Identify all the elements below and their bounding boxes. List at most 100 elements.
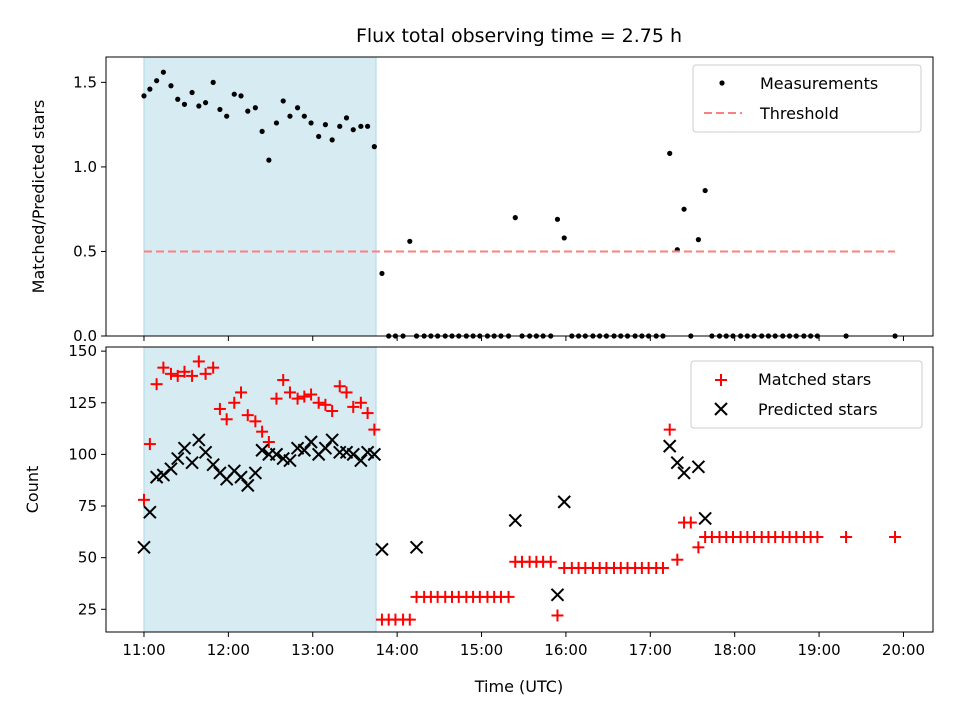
- x-tick-label: 16:00: [544, 641, 587, 659]
- predicted-stars-point: [283, 453, 297, 468]
- bottom-axes-frame: [105, 346, 934, 633]
- measurements-point: [238, 93, 244, 99]
- matched-stars-point: [347, 400, 360, 413]
- x-tick-label: 17:00: [629, 641, 672, 659]
- matched-stars-point: [502, 590, 515, 603]
- legend-marker-predicted-stars: [714, 402, 728, 416]
- measurements-point: [695, 237, 702, 243]
- matched-stars-point: [150, 378, 163, 391]
- matched-stars-point: [656, 561, 669, 574]
- predicted-stars-point: [354, 453, 368, 468]
- matched-stars-point: [663, 423, 676, 436]
- measurements-point: [322, 122, 329, 128]
- matched-stars-point: [199, 367, 212, 380]
- measurements-point: [561, 235, 567, 241]
- measurements-point: [266, 157, 272, 163]
- matched-stars-point: [544, 555, 557, 568]
- predicted-stars-point: [691, 460, 706, 474]
- matched-stars-point: [220, 413, 233, 426]
- top-axes-frame: [105, 56, 934, 337]
- measurements-point: [181, 101, 188, 107]
- predicted-stars-point: [550, 588, 565, 602]
- x-tick-label: 18:00: [713, 641, 756, 659]
- measurements-point: [147, 86, 153, 92]
- measurements-point: [154, 78, 160, 84]
- x-axis-label: Time (UTC): [474, 677, 563, 696]
- predicted-stars-point: [269, 447, 284, 462]
- bottom-x-axis: 11:00 12:00 13:00 14:00 15:00 16:00 17:00 18:00…: [122, 632, 925, 659]
- top-legend: Measurements Threshold: [692, 64, 922, 133]
- matched-stars-point: [241, 409, 254, 422]
- matched-stars-point: [235, 386, 248, 399]
- measurements-point: [316, 133, 322, 140]
- measurements-point: [259, 128, 265, 134]
- measurements-point: [702, 187, 708, 194]
- matched-stars-point: [403, 613, 416, 626]
- predicted-stars-point: [164, 462, 178, 476]
- measurements-point: [141, 93, 147, 99]
- matched-stars-point: [692, 541, 705, 554]
- measurements-point: [210, 79, 216, 85]
- matched-stars-point: [192, 355, 205, 368]
- measurements-point: [337, 123, 343, 129]
- bottom-plot-marks: [137, 355, 902, 626]
- top-y-axis-label: Matched/Predicted stars: [29, 100, 48, 294]
- bottom-panel: 25 50 75 100 125 150 11:00 12:00 13:00 14:00 15:0…: [23, 342, 934, 696]
- legend-label-predicted-stars: Predicted stars: [758, 400, 878, 419]
- matched-stars-point: [368, 423, 381, 436]
- matched-stars-point: [298, 390, 311, 403]
- matched-stars-point: [256, 425, 269, 438]
- measurements-point: [407, 238, 413, 244]
- matched-stars-point: [551, 609, 564, 622]
- matched-stars-point: [186, 369, 199, 382]
- y-tick-label: 50: [78, 549, 97, 567]
- predicted-stars-point: [171, 451, 185, 466]
- predicted-stars-point: [206, 458, 220, 472]
- matched-stars-point: [889, 531, 902, 543]
- matched-stars-point: [137, 493, 150, 506]
- matched-stars-point: [312, 396, 325, 409]
- x-tick-label: 11:00: [122, 641, 165, 659]
- matched-stars-point: [277, 374, 290, 387]
- predicted-stars-point: [409, 540, 424, 555]
- predicted-stars-point: [670, 455, 685, 470]
- measurements-point: [202, 100, 209, 106]
- measurements-point: [196, 103, 202, 109]
- measurements-point: [371, 144, 377, 150]
- measurements-point: [343, 115, 350, 121]
- matched-stars-point: [340, 386, 353, 399]
- measurements-point: [189, 89, 195, 96]
- matched-stars-point: [270, 392, 283, 405]
- legend-label-measurements: Measurements: [760, 74, 878, 93]
- y-tick-label: 1.0: [73, 158, 97, 176]
- y-tick-label: 75: [78, 497, 97, 515]
- y-tick-label: 150: [68, 342, 97, 360]
- bottom-y-axis-label: Count: [23, 466, 42, 514]
- matched-stars-point: [319, 398, 332, 411]
- predicted-stars-point: [192, 433, 206, 447]
- matched-stars-point: [354, 396, 367, 409]
- measurements-point: [329, 137, 335, 143]
- matched-stars-point: [143, 438, 156, 451]
- x-tick-label: 19:00: [797, 641, 840, 659]
- matched-stars-point: [684, 516, 697, 529]
- measurements-point: [681, 206, 687, 212]
- measurements-point: [379, 270, 385, 277]
- matched-stars-point: [291, 392, 304, 405]
- bottom-observing-interval-shade: [143, 346, 377, 633]
- measurements-point: [224, 113, 230, 119]
- predicted-stars-point: [185, 455, 199, 470]
- predicted-stars-point: [177, 441, 192, 455]
- x-tick-label: 13:00: [291, 641, 334, 659]
- y-tick-label: 100: [68, 445, 97, 463]
- predicted-stars-point: [375, 542, 389, 557]
- measurements-point: [667, 150, 673, 156]
- measurements-point: [287, 113, 293, 119]
- predicted-stars-point: [508, 513, 522, 528]
- matched-stars-point: [164, 367, 177, 380]
- x-tick-label: 14:00: [376, 641, 419, 659]
- predicted-stars-point: [137, 540, 151, 555]
- matched-stars-point: [840, 531, 853, 543]
- matched-stars-point: [361, 407, 374, 420]
